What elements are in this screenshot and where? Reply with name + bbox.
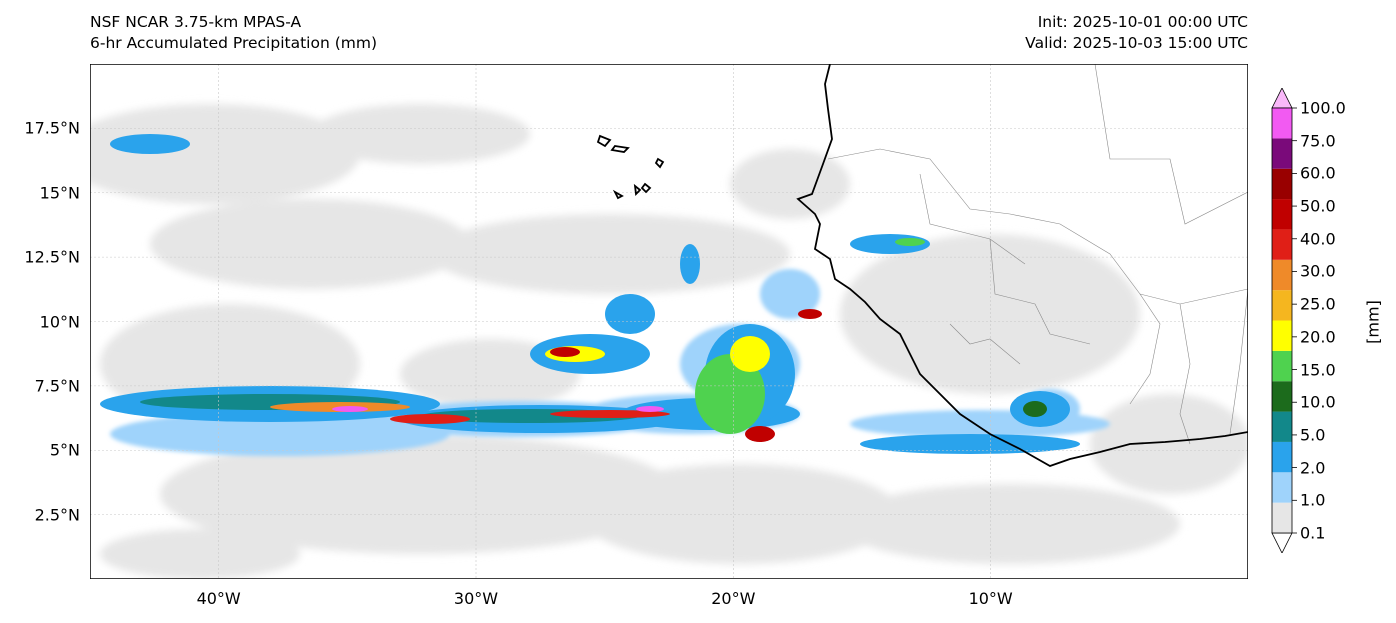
longitude-tick-label: 40°W [196,589,241,608]
colorbar-swatch [1272,320,1292,351]
colorbar-frame [1271,107,1293,534]
colorbar [1270,87,1297,554]
model-name: NSF NCAR 3.75-km MPAS-A [90,13,302,31]
time-info-block: Init: 2025-10-01 00:00 UTC Valid: 2025-1… [1025,12,1248,54]
longitude-tick-label: 20°W [711,589,756,608]
colorbar-level-label: 0.1 [1300,523,1326,543]
map-title-block: NSF NCAR 3.75-km MPAS-A 6-hr Accumulated… [90,12,377,54]
colorbar-level-label: 50.0 [1300,196,1336,216]
colorbar-swatch [1272,168,1292,200]
colorbar-level-label: 1.0 [1300,490,1326,510]
colorbar-swatches [1271,87,1297,554]
latitude-tick-label: 12.5°N [24,247,80,267]
latitude-tick-label: 10°N [39,312,80,331]
colorbar-level-label: 5.0 [1300,425,1326,445]
longitude-tick-label: 30°W [453,589,499,608]
colorbar-extend-low [1271,532,1293,554]
colorbar-swatch [1272,350,1292,382]
country-borders [827,64,1248,445]
init-time: Init: 2025-10-01 00:00 UTC [1037,13,1248,31]
valid-time: Valid: 2025-10-03 15:00 UTC [1025,34,1248,52]
coastline [596,64,1248,467]
latitude-tick-label: 7.5°N [34,376,80,396]
precipitation-map [90,64,1248,579]
colorbar-swatch [1272,229,1292,260]
colorbar-level-label: 25.0 [1300,294,1336,314]
colorbar-swatch [1272,502,1292,533]
colorbar-swatch [1272,108,1292,139]
colorbar-swatch [1272,381,1292,412]
colorbar-unit-label: [mm] [1363,300,1383,344]
gridlines [90,64,1248,579]
colorbar-swatch [1272,290,1292,321]
colorbar-level-label: 75.0 [1300,131,1336,151]
colorbar-level-label: 60.0 [1300,163,1336,183]
colorbar-level-label: 2.0 [1300,458,1326,478]
field-name: 6-hr Accumulated Precipitation (mm) [90,34,377,52]
colorbar-level-label: 100.0 [1300,98,1346,118]
colorbar-swatch [1272,472,1292,503]
colorbar-swatch [1272,259,1292,291]
colorbar-swatch [1272,441,1292,473]
colorbar-swatch [1272,199,1292,230]
colorbar-level-label: 40.0 [1300,229,1336,249]
colorbar-extend-high [1271,87,1293,109]
colorbar-swatch [1272,411,1292,442]
colorbar-level-label: 20.0 [1300,327,1336,347]
colorbar-level-label: 15.0 [1300,360,1336,380]
latitude-tick-label: 15°N [39,183,80,203]
colorbar-level-label: 10.0 [1300,392,1336,412]
latitude-tick-label: 17.5°N [24,118,80,138]
latitude-tick-label: 2.5°N [34,505,80,525]
longitude-tick-label: 10°W [968,589,1013,608]
colorbar-swatch [1272,138,1292,169]
colorbar-level-label: 30.0 [1300,261,1336,281]
latitude-tick-label: 5°N [49,440,80,460]
map-canvas [90,64,1248,579]
heavy-precip-layer [140,238,1047,442]
